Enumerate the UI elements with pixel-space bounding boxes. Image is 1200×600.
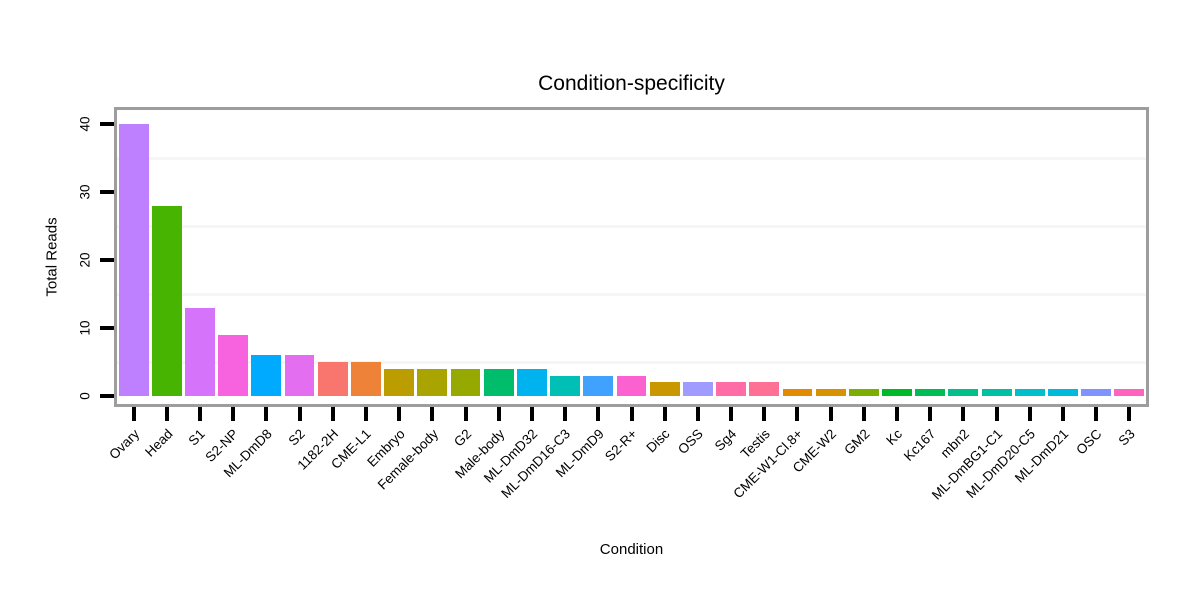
x-tick	[197, 407, 202, 421]
x-tick-label: Sg4	[711, 426, 740, 454]
x-tick	[363, 407, 368, 421]
y-tick	[100, 258, 114, 262]
bar-ML-DmD16-C3	[550, 375, 581, 396]
bar-CME-L1	[351, 362, 381, 396]
x-tick	[463, 407, 468, 421]
x-axis-title: Condition	[599, 541, 664, 558]
bar-Head	[151, 205, 182, 396]
bar-ML-DmD21	[1048, 389, 1078, 396]
y-tick	[100, 122, 114, 126]
x-tick	[264, 407, 269, 421]
x-tick	[596, 407, 601, 421]
bar-G2	[450, 368, 481, 396]
x-tick	[1094, 407, 1099, 421]
x-tick	[131, 407, 136, 421]
x-tick-label: OSS	[675, 426, 707, 457]
x-tick	[563, 407, 568, 421]
x-tick	[928, 407, 933, 421]
bar-Testis	[749, 382, 780, 396]
minor-gridline	[117, 360, 1146, 364]
x-tick	[496, 407, 501, 421]
y-tick-label: 40	[77, 116, 93, 132]
bar-Disc	[649, 382, 680, 396]
y-tick-label: 20	[77, 252, 93, 268]
bar-GM2	[848, 389, 879, 396]
x-tick	[297, 407, 302, 421]
x-tick	[330, 407, 335, 421]
gridlines-layer	[117, 110, 1146, 404]
bar-Male-body	[483, 368, 514, 396]
bar-ML-DmBG1-C1	[981, 389, 1012, 396]
chart-title: Condition-specificity	[538, 72, 725, 95]
x-tick	[695, 407, 700, 421]
y-tick-label: 30	[77, 184, 93, 200]
y-tick-label: 0	[77, 392, 93, 400]
y-tick	[100, 190, 114, 194]
bar-ML-DmD8	[251, 355, 282, 396]
bar-1182-2H	[317, 362, 348, 396]
bar-S2-R+	[616, 375, 647, 396]
bar-CME-W1-Cl.8+	[782, 389, 813, 396]
x-tick-label: S2	[285, 426, 308, 449]
minor-gridline	[117, 224, 1146, 228]
minor-gridline	[117, 292, 1146, 296]
x-tick	[397, 407, 402, 421]
bar-ML-DmD9	[583, 375, 614, 396]
bar-Female-body	[417, 368, 448, 396]
x-tick	[629, 407, 634, 421]
bar-OSS	[682, 382, 713, 396]
x-tick	[430, 407, 435, 421]
x-tick	[1061, 407, 1066, 421]
bar-Sg4	[716, 382, 746, 396]
bar-S1	[185, 307, 215, 396]
plot-panel	[114, 107, 1149, 407]
y-tick-label: 10	[77, 320, 93, 336]
x-tick	[529, 407, 534, 421]
bars-layer	[117, 110, 1146, 404]
x-tick-label: GM2	[840, 426, 873, 458]
bar-ML-DmD20-C5	[1014, 389, 1045, 396]
x-tick	[994, 407, 999, 421]
bar-mbn2	[948, 389, 979, 396]
x-tick-label: Kc167	[900, 426, 939, 464]
x-tick-label: Head	[141, 426, 176, 460]
x-tick-label: S1	[186, 426, 209, 449]
x-tick-label: Ovary	[105, 426, 142, 463]
bar-Kc167	[915, 389, 946, 396]
x-tick	[961, 407, 966, 421]
y-tick	[100, 326, 114, 330]
x-tick	[861, 407, 866, 421]
x-tick	[1127, 407, 1132, 421]
x-tick-label: S2-R+	[601, 426, 640, 465]
bar-ML-DmD32	[516, 368, 547, 396]
x-tick	[662, 407, 667, 421]
x-tick	[729, 407, 734, 421]
x-tick-label: S3	[1115, 426, 1138, 449]
x-tick	[231, 407, 236, 421]
bar-OSC	[1081, 389, 1112, 396]
x-tick	[895, 407, 900, 421]
y-axis-title: Total Reads	[43, 217, 61, 297]
x-tick	[1027, 407, 1032, 421]
x-tick-label: Kc	[883, 426, 906, 448]
x-tick-label: Disc	[643, 426, 674, 456]
bar-Ovary	[118, 124, 149, 396]
bar-Kc	[882, 389, 912, 396]
bar-S2	[284, 355, 315, 396]
bar-CME-W2	[815, 389, 846, 396]
x-tick-label: OSC	[1073, 426, 1105, 458]
bar-S2-NP	[218, 334, 249, 396]
minor-gridline	[117, 156, 1146, 160]
x-tick	[164, 407, 169, 421]
y-tick	[100, 394, 114, 398]
bar-Embryo	[384, 368, 415, 396]
x-tick	[828, 407, 833, 421]
bar-S3	[1114, 389, 1145, 396]
x-tick	[762, 407, 767, 421]
x-tick-label: G2	[450, 426, 474, 450]
x-tick	[795, 407, 800, 421]
